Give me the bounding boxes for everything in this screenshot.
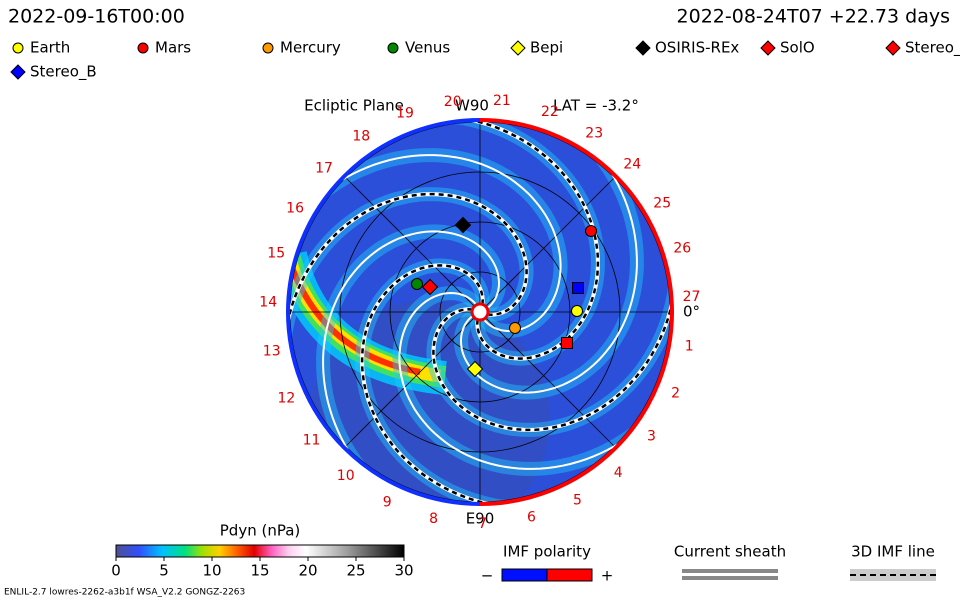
carrington-label: 2 (671, 386, 680, 402)
carrington-label: 13 (263, 343, 281, 359)
body-marker (10, 64, 26, 80)
body-marker (509, 322, 521, 334)
imf-pos (546, 568, 593, 582)
imf-title: IMF polarity (503, 543, 591, 561)
carrington-label: 19 (396, 106, 414, 122)
carrington-label: 22 (541, 104, 559, 120)
legend-label: Stereo_B (30, 63, 97, 82)
body-marker (466, 360, 484, 378)
date-right: 2022-08-24T07 +22.73 days (677, 6, 950, 28)
body-marker (561, 337, 573, 349)
carrington-label: 9 (383, 495, 392, 511)
carrington-label: 10 (337, 468, 355, 484)
imf-plus: + (601, 567, 614, 585)
date-left: 2022-09-16T00:00 (8, 6, 185, 28)
carrington-label: 5 (573, 492, 582, 508)
body-marker (411, 278, 423, 290)
carrington-label: 17 (315, 161, 333, 177)
body-marker (635, 40, 651, 56)
legend-label: OSIRIS-REx (655, 39, 739, 57)
legend-label: Stereo_ (905, 39, 960, 58)
carrington-label: 23 (585, 125, 603, 141)
colorbar-tick-label: 5 (159, 562, 169, 580)
imf-neg (501, 568, 548, 582)
carrington-label: 11 (303, 433, 321, 449)
imf-line-title: 3D IMF line (851, 543, 935, 561)
body-marker (572, 282, 584, 294)
carrington-label: 26 (673, 241, 691, 257)
colorbar-tick-label: 0 (111, 562, 121, 580)
carrington-label: 6 (527, 510, 536, 526)
carrington-label: 15 (267, 246, 285, 262)
rim-blue (286, 118, 481, 506)
legend-label: Earth (30, 39, 70, 57)
body-marker (454, 216, 472, 234)
body-marker (571, 305, 583, 317)
plot-title: Ecliptic Plane (304, 97, 404, 115)
rim-red (479, 118, 674, 506)
colorbar (115, 544, 405, 558)
carrington-label: 25 (653, 196, 671, 212)
body-marker (885, 40, 901, 56)
lat-label: LAT = -3.2° (553, 97, 639, 115)
legend-label: Bepi (530, 39, 563, 57)
body-marker (262, 42, 274, 54)
legend-label: Mars (155, 39, 191, 57)
angle-label: 0° (683, 303, 700, 321)
body-marker (760, 40, 776, 56)
body-marker (387, 42, 399, 54)
sun (470, 302, 490, 322)
legend-label: SolO (780, 39, 815, 57)
carrington-label: 18 (352, 128, 370, 144)
colorbar-tick-label: 20 (298, 562, 317, 580)
cme-core (288, 261, 421, 375)
carrington-label: 24 (623, 157, 641, 173)
carrington-label: 7 (478, 516, 487, 532)
carrington-label: 3 (647, 429, 656, 445)
body-marker (421, 278, 439, 296)
top-label: W90 (455, 97, 489, 115)
bottom-label: E90 (466, 510, 495, 528)
legend-label: Mercury (280, 39, 341, 57)
carrington-label: 12 (277, 390, 295, 406)
colorbar-tick-label: 15 (250, 562, 269, 580)
body-marker (137, 42, 149, 54)
colorbar-tick-label: 25 (346, 562, 365, 580)
carrington-label: 27 (683, 289, 701, 305)
body-marker (510, 40, 526, 56)
legend-label: Venus (405, 39, 450, 57)
body-marker (585, 225, 597, 237)
colorbar-tick-label: 30 (394, 562, 413, 580)
imf-minus: − (481, 567, 494, 585)
colorbar-title: Pdyn (nPa) (220, 522, 301, 540)
carrington-label: 20 (444, 94, 462, 110)
carrington-label: 1 (685, 338, 694, 354)
carrington-label: 14 (259, 294, 277, 310)
carrington-label: 21 (493, 93, 511, 109)
sheath-title: Current sheath (674, 543, 786, 561)
carrington-label: 16 (286, 200, 304, 216)
colorbar-tick-label: 10 (202, 562, 221, 580)
footer: ENLIL-2.7 lowres-2262-a3b1f WSA_V2.2 GON… (4, 588, 245, 598)
body-marker (12, 42, 24, 54)
carrington-label: 4 (614, 465, 623, 481)
carrington-label: 8 (429, 511, 438, 527)
